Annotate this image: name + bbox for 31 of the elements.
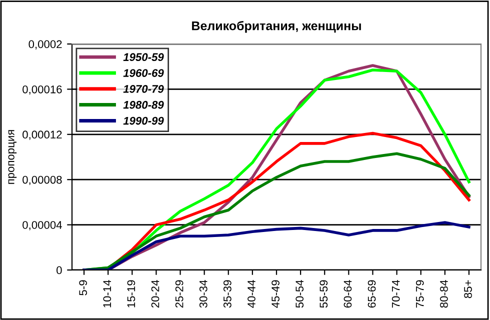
y-tick-label: 0,00012: [22, 130, 62, 140]
x-tick-label: 60-64: [344, 280, 352, 308]
x-tick-label: 85+: [464, 280, 472, 298]
y-tick-label: 0,0002: [28, 40, 62, 50]
x-tick-label: 15-19: [127, 280, 136, 308]
x-tick-label: 50-54: [296, 280, 304, 308]
x-tick-label: 45-49: [272, 280, 280, 308]
x-tick-label: 35-39: [223, 280, 232, 308]
x-tick-label: 55-59: [320, 280, 328, 308]
y-tick-label: 0,00004: [22, 221, 62, 230]
x-tick-label: 30-34: [199, 280, 208, 308]
y-axis-title: пропорция: [8, 130, 17, 184]
y-tick-label: 0,00016: [22, 85, 62, 95]
x-tick-label: 5-9: [79, 280, 88, 296]
y-tick-label: 0: [56, 266, 62, 274]
x-tick-label: 20-24: [151, 280, 160, 308]
line-series: [82, 221, 470, 270]
legend-label: 1990-99: [123, 116, 164, 125]
legend-label: 1960-69: [123, 69, 164, 77]
y-tick-label: 0,00008: [22, 176, 62, 186]
x-tick-label: 70-74: [392, 280, 400, 308]
legend-label: 1980-89: [123, 100, 164, 109]
x-tick-label: 75-79: [416, 280, 424, 308]
legend-label: 1970-79: [123, 85, 164, 93]
legend-label: 1950-59: [123, 53, 164, 62]
x-tick-label: 65-69: [368, 280, 376, 308]
x-tick-label: 40-44: [248, 280, 256, 308]
chart-title: Великобритания, женщины: [192, 20, 361, 33]
x-tick-label: 80-84: [440, 280, 448, 308]
x-tick-label: 10-14: [103, 280, 112, 308]
x-tick-label: 25-29: [175, 280, 184, 308]
